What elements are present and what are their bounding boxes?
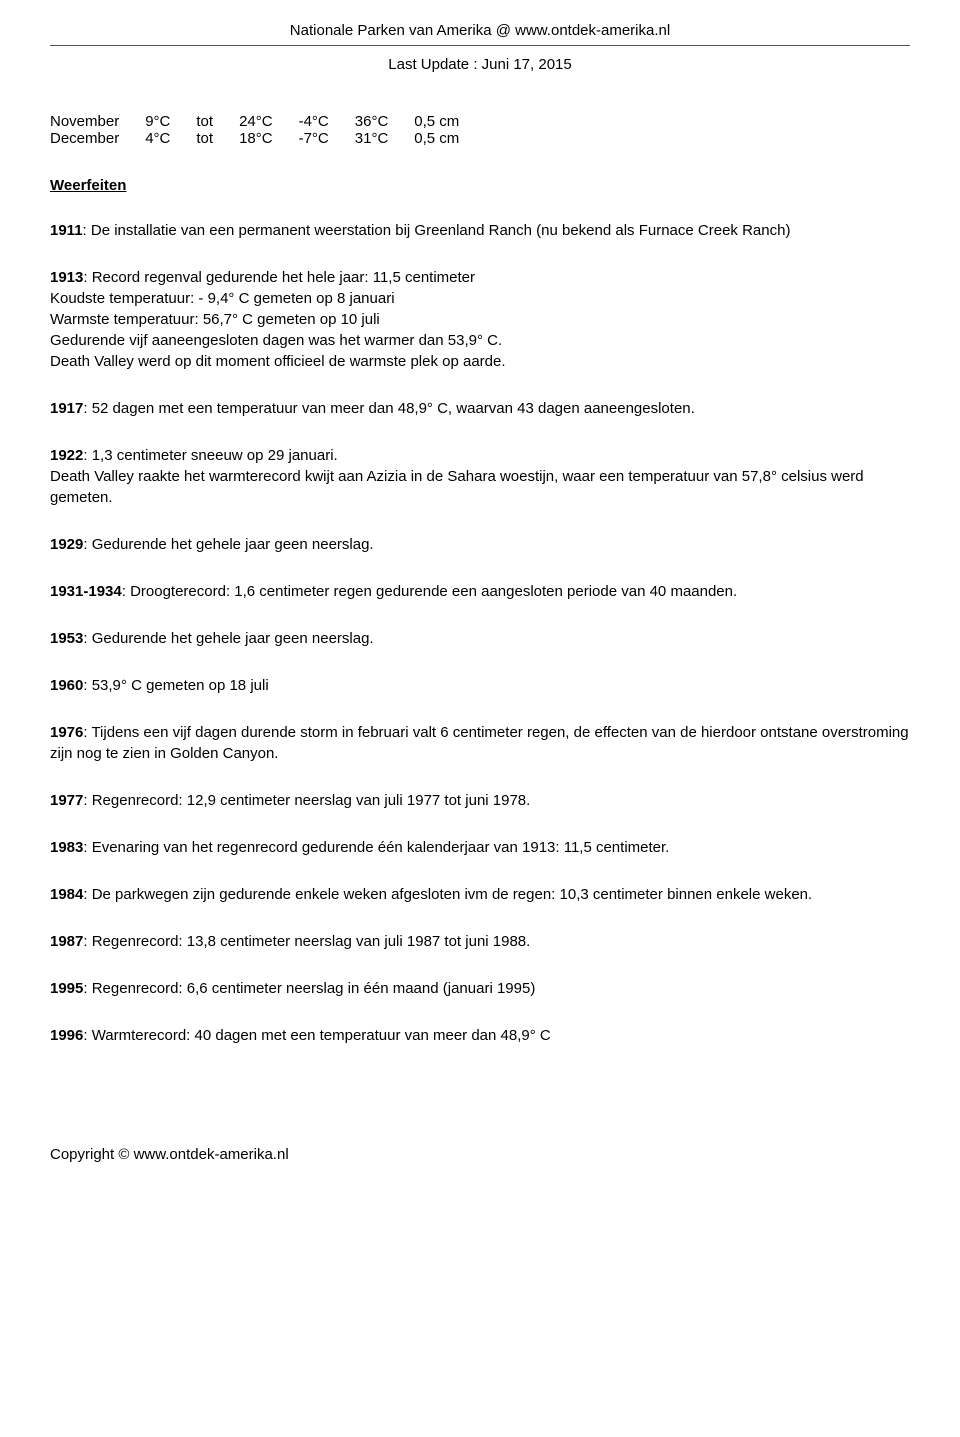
entry-year: 1913 xyxy=(50,269,83,286)
weerfeit-entry: 1996: Warmterecord: 40 dagen met een tem… xyxy=(50,1025,910,1046)
entry-text: : Droogterecord: 1,6 centimeter regen ge… xyxy=(122,583,737,600)
entry-year: 1911 xyxy=(50,222,83,239)
entry-text: : De parkwegen zijn gedurende enkele wek… xyxy=(83,886,812,903)
table-cell-low: 9°C xyxy=(145,113,196,130)
header-title: Nationale Parken van Amerika @ www.ontde… xyxy=(50,22,910,39)
entry-year: 1929 xyxy=(50,536,83,553)
table-row: November9°Ctot24°C-4°C36°C0,5 cm xyxy=(50,113,485,130)
weerfeit-entry: 1913: Record regenval gedurende het hele… xyxy=(50,267,910,372)
weerfeit-entry: 1960: 53,9° C gemeten op 18 juli xyxy=(50,675,910,696)
entry-text: : 1,3 centimeter sneeuw op 29 januari. xyxy=(83,447,337,464)
entry-text: Death Valley raakte het warmterecord kwi… xyxy=(50,468,864,506)
entry-text: : De installatie van een permanent weers… xyxy=(83,222,791,239)
entry-text: : 53,9° C gemeten op 18 juli xyxy=(83,677,268,694)
entry-text: : Warmterecord: 40 dagen met een tempera… xyxy=(83,1027,550,1044)
weerfeit-entry: 1983: Evenaring van het regenrecord gedu… xyxy=(50,837,910,858)
page: Nationale Parken van Amerika @ www.ontde… xyxy=(0,0,960,1213)
table-cell-high: 24°C xyxy=(239,113,299,130)
entry-year: 1977 xyxy=(50,792,83,809)
entry-text: : Regenrecord: 13,8 centimeter neerslag … xyxy=(83,933,530,950)
entry-text: Warmste temperatuur: 56,7° C gemeten op … xyxy=(50,311,380,328)
table-cell-word: tot xyxy=(196,113,239,130)
entry-text: : Evenaring van het regenrecord gedurend… xyxy=(83,839,669,856)
entry-text: : Gedurende het gehele jaar geen neersla… xyxy=(83,536,373,553)
entry-year: 1922 xyxy=(50,447,83,464)
section-title-weerfeiten: Weerfeiten xyxy=(50,177,910,194)
footer-copyright: Copyright © www.ontdek-amerika.nl xyxy=(50,1146,910,1163)
table-cell-month: December xyxy=(50,130,145,147)
entry-year: 1983 xyxy=(50,839,83,856)
entry-year: 1917 xyxy=(50,400,83,417)
entry-text: Koudste temperatuur: - 9,4° C gemeten op… xyxy=(50,290,395,307)
weerfeit-entry: 1922: 1,3 centimeter sneeuw op 29 januar… xyxy=(50,445,910,508)
table-cell-precip: 0,5 cm xyxy=(414,130,485,147)
weerfeit-entry: 1977: Regenrecord: 12,9 centimeter neers… xyxy=(50,790,910,811)
entry-year: 1931-1934 xyxy=(50,583,122,600)
last-update: Last Update : Juni 17, 2015 xyxy=(50,56,910,73)
weerfeit-entry: 1929: Gedurende het gehele jaar geen nee… xyxy=(50,534,910,555)
table-row: December4°Ctot18°C-7°C31°C0,5 cm xyxy=(50,130,485,147)
weerfeit-entry: 1931-1934: Droogterecord: 1,6 centimeter… xyxy=(50,581,910,602)
entry-text: : Gedurende het gehele jaar geen neersla… xyxy=(83,630,373,647)
table-cell-low: 4°C xyxy=(145,130,196,147)
entry-year: 1976 xyxy=(50,724,83,741)
entry-year: 1960 xyxy=(50,677,83,694)
table-cell-word: tot xyxy=(196,130,239,147)
table-cell-record_low: -7°C xyxy=(299,130,355,147)
entry-year: 1953 xyxy=(50,630,83,647)
entry-text: : Tijdens een vijf dagen durende storm i… xyxy=(50,724,909,762)
entry-year: 1984 xyxy=(50,886,83,903)
entry-text: : 52 dagen met een temperatuur van meer … xyxy=(83,400,694,417)
entry-text: Gedurende vijf aaneengesloten dagen was … xyxy=(50,332,502,349)
table-cell-record_low: -4°C xyxy=(299,113,355,130)
entry-text: Death Valley werd op dit moment officiee… xyxy=(50,353,506,370)
weerfeit-entry: 1987: Regenrecord: 13,8 centimeter neers… xyxy=(50,931,910,952)
table-cell-month: November xyxy=(50,113,145,130)
weerfeit-entry: 1984: De parkwegen zijn gedurende enkele… xyxy=(50,884,910,905)
weerfeit-entry: 1953: Gedurende het gehele jaar geen nee… xyxy=(50,628,910,649)
weerfeit-entry: 1976: Tijdens een vijf dagen durende sto… xyxy=(50,722,910,764)
weerfeit-entry: 1911: De installatie van een permanent w… xyxy=(50,220,910,241)
table-cell-record_high: 36°C xyxy=(355,113,415,130)
table-cell-high: 18°C xyxy=(239,130,299,147)
table-cell-record_high: 31°C xyxy=(355,130,415,147)
temperature-table: November9°Ctot24°C-4°C36°C0,5 cmDecember… xyxy=(50,113,485,147)
entry-text: : Regenrecord: 6,6 centimeter neerslag i… xyxy=(83,980,535,997)
table-cell-precip: 0,5 cm xyxy=(414,113,485,130)
entry-year: 1987 xyxy=(50,933,83,950)
weerfeit-entry: 1995: Regenrecord: 6,6 centimeter neersl… xyxy=(50,978,910,999)
entry-year: 1996 xyxy=(50,1027,83,1044)
temperature-table-body: November9°Ctot24°C-4°C36°C0,5 cmDecember… xyxy=(50,113,485,147)
entries-container: 1911: De installatie van een permanent w… xyxy=(50,220,910,1046)
header-rule xyxy=(50,45,910,46)
entry-text: : Regenrecord: 12,9 centimeter neerslag … xyxy=(83,792,530,809)
weerfeit-entry: 1917: 52 dagen met een temperatuur van m… xyxy=(50,398,910,419)
entry-text: : Record regenval gedurende het hele jaa… xyxy=(83,269,475,286)
entry-year: 1995 xyxy=(50,980,83,997)
